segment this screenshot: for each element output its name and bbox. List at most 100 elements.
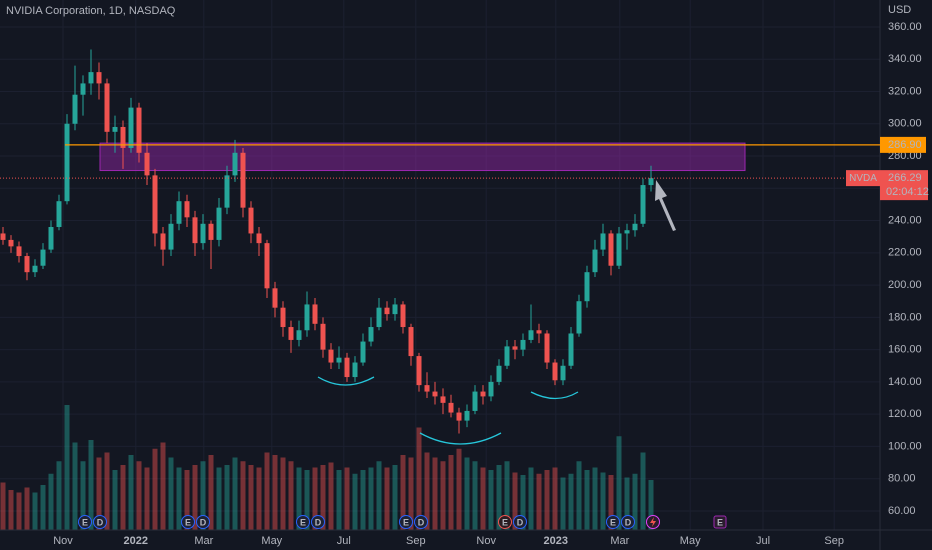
x-tick-label: Mar xyxy=(610,535,629,547)
y-tick-label: 200.00 xyxy=(888,279,922,291)
resistance-zone xyxy=(99,142,746,172)
shoulder-arc xyxy=(317,376,375,386)
event-icon[interactable] xyxy=(93,515,107,529)
volume-bar xyxy=(472,461,478,530)
event-icon[interactable] xyxy=(181,515,195,529)
flash-icon xyxy=(650,517,656,527)
candle-body xyxy=(32,265,38,273)
event-label: E xyxy=(185,517,191,527)
volume-bar xyxy=(448,455,454,530)
candle-body xyxy=(528,330,534,340)
candle-body xyxy=(376,307,382,328)
volume-bar xyxy=(392,465,398,530)
event-label: E xyxy=(502,517,508,527)
volume-bar xyxy=(208,455,214,530)
volume-bar xyxy=(8,490,14,530)
volume-bar xyxy=(232,457,238,530)
volume-bar xyxy=(104,452,110,530)
candle-body xyxy=(232,152,238,176)
volume-bar xyxy=(424,452,430,530)
volume-bar xyxy=(240,461,246,530)
candle-body xyxy=(408,327,414,357)
volume-bar xyxy=(408,457,414,530)
volume-bar xyxy=(224,465,230,530)
volume-bar xyxy=(624,477,630,530)
event-icon[interactable] xyxy=(513,515,527,529)
y-tick-label: 60.00 xyxy=(888,505,916,517)
candle-body xyxy=(336,357,342,363)
volume-bar xyxy=(248,465,254,530)
volume-bar xyxy=(152,448,158,530)
volume-bar xyxy=(328,462,334,530)
x-tick-label: Mar xyxy=(194,535,213,547)
volume-bar xyxy=(440,461,446,530)
volume-bar xyxy=(640,452,646,530)
candle-body xyxy=(264,243,270,289)
event-icon[interactable] xyxy=(498,515,512,529)
candle-body xyxy=(296,330,302,340)
countdown-label: 02:04:12 xyxy=(886,186,929,198)
x-tick-label: Sep xyxy=(406,535,426,547)
candle-body xyxy=(216,207,222,240)
volume-bar xyxy=(608,475,614,530)
volume-bar xyxy=(136,461,142,530)
candle-body xyxy=(184,201,190,218)
candle-body xyxy=(496,365,502,382)
candle-body xyxy=(560,365,566,381)
candle-body xyxy=(448,402,454,413)
event-icon[interactable] xyxy=(399,515,413,529)
candle-body xyxy=(8,239,14,247)
volume-bar xyxy=(416,427,422,530)
candle-body xyxy=(384,307,390,315)
candle-body xyxy=(272,288,278,308)
volume-bar xyxy=(112,470,118,530)
event-icon[interactable] xyxy=(196,515,210,529)
volume-bar xyxy=(464,457,470,530)
zone xyxy=(99,142,746,172)
volume-bar xyxy=(296,467,302,530)
event-icon[interactable] xyxy=(621,515,635,529)
candle-body xyxy=(312,304,318,324)
candle-body xyxy=(280,307,286,328)
y-tick-label: 280.00 xyxy=(888,150,922,162)
events: E D E D E D E D E D E D E xyxy=(78,515,727,529)
level-label-box xyxy=(880,136,926,153)
candle-body xyxy=(624,230,630,234)
x-tick-label: Sep xyxy=(824,535,844,547)
y-tick-label: 360.00 xyxy=(888,21,922,33)
y-tick-label: 100.00 xyxy=(888,440,922,452)
candle-body xyxy=(360,341,366,363)
candle-body xyxy=(160,233,166,250)
candle-body xyxy=(144,152,150,176)
x-tick-label: 2023 xyxy=(544,535,568,547)
volume-bar xyxy=(480,467,486,530)
volume-bar xyxy=(288,461,294,530)
candle-body xyxy=(88,72,94,84)
event-label: E xyxy=(300,517,306,527)
candle-body xyxy=(200,223,206,244)
volume-bar xyxy=(576,461,582,530)
x-tick-label: Nov xyxy=(53,535,73,547)
volume-bar xyxy=(568,473,574,530)
last-price-box xyxy=(880,170,928,201)
event-label: E xyxy=(717,517,723,527)
event-label: E xyxy=(82,517,88,527)
event-label: D xyxy=(200,517,207,527)
candle-body xyxy=(64,123,70,202)
last-price-label: 266.29 xyxy=(888,172,922,184)
event-icon[interactable] xyxy=(78,515,92,529)
volume-bar xyxy=(120,465,126,530)
event-icon[interactable] xyxy=(606,515,620,529)
event-icon[interactable] xyxy=(311,515,325,529)
candle-body xyxy=(552,362,558,381)
candle-body xyxy=(520,339,526,350)
volume-bar xyxy=(368,467,374,530)
candle-body xyxy=(648,178,654,186)
x-tick-label: May xyxy=(680,535,701,547)
event-icon[interactable] xyxy=(414,515,428,529)
level-label: 286.90 xyxy=(888,139,922,151)
volume-bar xyxy=(40,485,46,530)
event-icon[interactable] xyxy=(713,515,727,529)
event-icon[interactable] xyxy=(296,515,310,529)
volume-bar xyxy=(72,442,78,530)
